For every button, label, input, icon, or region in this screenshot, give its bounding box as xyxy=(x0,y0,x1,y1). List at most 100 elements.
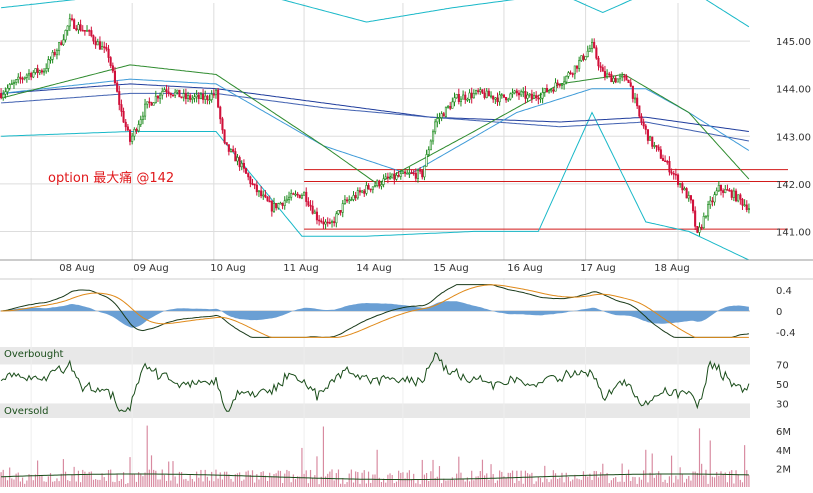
candle xyxy=(565,76,568,83)
candle xyxy=(629,82,632,87)
candle xyxy=(90,30,93,36)
candle xyxy=(737,194,740,202)
candle xyxy=(148,101,151,103)
candle xyxy=(483,92,486,98)
candle xyxy=(522,91,525,93)
candle xyxy=(169,93,172,96)
candle xyxy=(726,189,729,191)
candle xyxy=(4,91,7,95)
candle xyxy=(698,226,701,233)
candle xyxy=(30,73,33,78)
candle xyxy=(743,204,746,207)
candle xyxy=(202,93,205,100)
candle xyxy=(412,172,415,175)
candle xyxy=(79,24,82,31)
candle xyxy=(745,204,748,211)
candle xyxy=(590,41,594,49)
candle xyxy=(361,190,364,193)
rsi-tick-label: 30 xyxy=(776,399,789,410)
candle xyxy=(25,74,28,78)
candle xyxy=(133,129,136,137)
candle xyxy=(68,18,71,27)
candle xyxy=(187,95,190,99)
candle xyxy=(517,92,521,96)
candle xyxy=(481,89,484,94)
macd-tick-label: 0.4 xyxy=(776,286,792,297)
candle xyxy=(40,70,44,73)
candle xyxy=(180,96,183,99)
candle xyxy=(131,135,134,142)
candle xyxy=(320,220,323,223)
candle xyxy=(681,183,684,191)
candle xyxy=(144,103,147,117)
candle xyxy=(92,35,95,42)
candle xyxy=(524,91,527,99)
candle xyxy=(603,71,607,77)
candle xyxy=(277,203,280,209)
candle xyxy=(391,173,394,179)
candle xyxy=(464,94,467,100)
candle xyxy=(636,97,639,107)
candle xyxy=(221,118,224,131)
bollinger-lower-line xyxy=(1,111,750,261)
x-tick-label: 17 Aug xyxy=(580,263,615,274)
candle xyxy=(664,160,667,162)
candle xyxy=(356,190,359,199)
candle xyxy=(399,173,402,177)
candle xyxy=(62,39,65,46)
candle xyxy=(367,185,370,190)
candle xyxy=(696,226,699,233)
candle xyxy=(270,201,273,212)
candle xyxy=(554,82,557,92)
candle xyxy=(496,97,499,103)
candle xyxy=(552,89,555,92)
candle xyxy=(178,89,181,98)
candle xyxy=(36,68,39,73)
candle xyxy=(489,95,493,98)
candle xyxy=(511,92,514,95)
candle xyxy=(556,82,559,85)
candle xyxy=(449,106,452,109)
candle xyxy=(623,75,626,78)
candle xyxy=(487,90,490,97)
candle xyxy=(15,79,18,83)
candle xyxy=(345,199,349,202)
candle xyxy=(444,106,448,117)
candle xyxy=(204,95,207,100)
candle xyxy=(676,174,680,185)
candle xyxy=(573,65,576,75)
candle xyxy=(232,149,235,152)
candle xyxy=(118,91,121,105)
candle xyxy=(382,178,385,185)
candle xyxy=(631,85,634,99)
x-tick-label: 11 Aug xyxy=(283,263,318,274)
candle xyxy=(268,200,271,203)
y-tick-label: 142.00 xyxy=(776,180,811,191)
candle xyxy=(12,82,15,85)
candle xyxy=(309,204,312,207)
candle xyxy=(588,48,591,52)
candle xyxy=(474,90,478,94)
candle xyxy=(98,41,101,50)
candle xyxy=(558,84,561,86)
candle xyxy=(245,168,248,174)
candle xyxy=(113,70,116,84)
candle xyxy=(247,173,250,178)
candle xyxy=(111,65,114,72)
candle xyxy=(262,194,265,197)
moving-average-line xyxy=(1,83,749,132)
candle xyxy=(526,94,529,99)
candle xyxy=(38,70,41,74)
candle xyxy=(520,91,523,96)
candle xyxy=(107,48,110,58)
candle xyxy=(423,165,426,178)
candle xyxy=(403,171,407,174)
rsi-tick-label: 50 xyxy=(776,380,789,391)
candle xyxy=(593,41,596,49)
candle xyxy=(283,200,286,206)
candle xyxy=(146,101,149,105)
candle xyxy=(595,47,598,59)
candle xyxy=(567,72,570,77)
candle xyxy=(365,185,368,194)
candle xyxy=(32,72,35,78)
